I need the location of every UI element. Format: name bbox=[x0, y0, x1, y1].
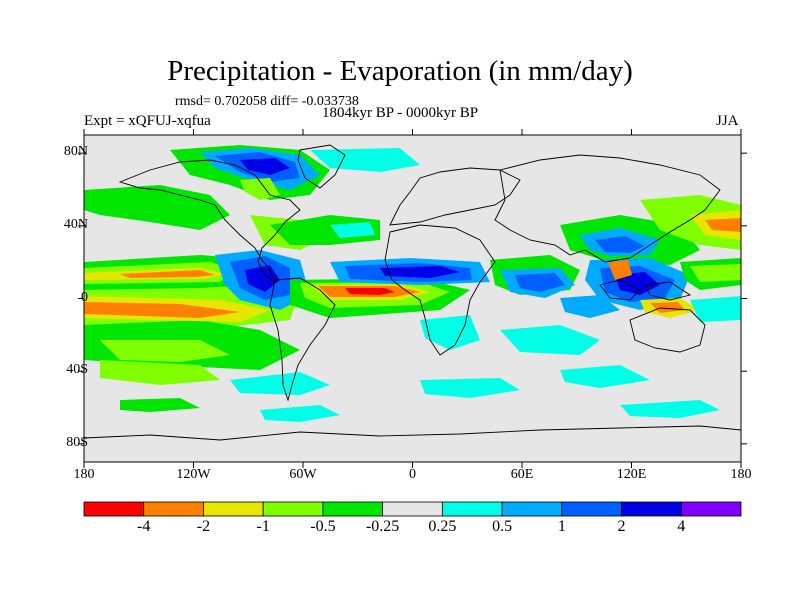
colorbar-label: -2 bbox=[196, 518, 211, 535]
colorbar-label: 2 bbox=[617, 518, 626, 535]
coastline-greenland bbox=[297, 144, 346, 189]
x-tick-label: 120W bbox=[176, 467, 211, 482]
colorbar-swatch bbox=[441, 501, 503, 517]
field-region bbox=[620, 400, 720, 418]
colorbar-swatch bbox=[382, 501, 443, 517]
field-region bbox=[240, 158, 290, 175]
colorbar-swatch bbox=[561, 501, 622, 517]
field-region bbox=[84, 302, 240, 318]
colorbar bbox=[83, 501, 742, 517]
colorbar-label: 1 bbox=[557, 518, 566, 535]
field-region bbox=[310, 148, 420, 172]
colorbar-swatch bbox=[83, 501, 145, 517]
field-region bbox=[84, 185, 230, 230]
field-region bbox=[500, 325, 600, 355]
field-region bbox=[120, 398, 200, 412]
coastline-north-america bbox=[118, 159, 301, 284]
colorbar-label: -0.25 bbox=[365, 518, 400, 535]
season-label: JJA bbox=[716, 113, 739, 129]
field-region bbox=[595, 236, 645, 253]
statistics-label: rmsd= 0.702058 diff= -0.033738 bbox=[175, 94, 359, 109]
field-region bbox=[690, 264, 741, 282]
coastline-europe bbox=[389, 167, 521, 226]
coastline-australia bbox=[629, 307, 706, 353]
coastline-asia bbox=[494, 154, 721, 263]
colorbar-swatch bbox=[322, 501, 384, 517]
x-tick-label: 0 bbox=[409, 467, 416, 482]
coastlines bbox=[84, 144, 741, 441]
field-region bbox=[100, 340, 230, 362]
field-region bbox=[650, 302, 685, 313]
x-tick-label: 60E bbox=[510, 467, 534, 482]
colorbar-swatch bbox=[680, 501, 742, 517]
field-region bbox=[515, 273, 565, 292]
colorbar-label: 0.5 bbox=[492, 518, 513, 535]
x-tick-label: 180 bbox=[730, 467, 752, 482]
field-region bbox=[330, 222, 375, 238]
x-tick-label: 60W bbox=[289, 467, 317, 482]
colorbar-swatch bbox=[203, 501, 264, 517]
colorbar-swatch bbox=[621, 501, 682, 517]
field-region bbox=[345, 288, 395, 295]
colorbar-label: -0.5 bbox=[310, 518, 336, 535]
y-tick-label: 40N bbox=[63, 216, 88, 232]
field-region bbox=[615, 272, 660, 295]
y-tick-label: 40S bbox=[66, 362, 88, 378]
field-region bbox=[690, 296, 741, 322]
coastline-africa bbox=[384, 224, 496, 356]
coastline-maritime-continent bbox=[599, 279, 692, 301]
colorbar-label: -4 bbox=[137, 518, 151, 535]
field-region bbox=[560, 365, 650, 388]
coastline-south-america bbox=[269, 277, 336, 402]
colorbar-swatch bbox=[262, 501, 324, 517]
colorbar-label: 0.25 bbox=[428, 518, 457, 535]
y-tick-label: 0 bbox=[81, 289, 88, 305]
field-region bbox=[260, 405, 340, 422]
colorbar-swatch bbox=[143, 501, 204, 517]
field-region bbox=[420, 378, 520, 398]
field-region bbox=[270, 215, 380, 245]
y-tick-label: 80N bbox=[63, 144, 88, 160]
coastline-antarctica bbox=[84, 425, 741, 441]
axis-ticks bbox=[78, 129, 747, 468]
field-region bbox=[100, 360, 220, 385]
field-region bbox=[120, 270, 215, 278]
period-label: 1804kyr BP - 0000kyr BP bbox=[322, 105, 479, 121]
chart-title: Precipitation - Evaporation (in mm/day) bbox=[167, 55, 633, 87]
colorbar-swatch bbox=[501, 501, 563, 517]
field-region bbox=[245, 265, 280, 292]
experiment-label: Expt = xQFUJ-xqfua bbox=[84, 113, 211, 129]
x-tick-label: 180 bbox=[73, 467, 95, 482]
x-tick-label: 120E bbox=[616, 467, 647, 482]
field-region bbox=[230, 372, 330, 395]
colorbar-label: 4 bbox=[677, 518, 686, 535]
colorbar-label: -1 bbox=[256, 518, 270, 535]
field-region bbox=[380, 266, 460, 278]
y-tick-label: 80S bbox=[66, 434, 88, 450]
field-region bbox=[608, 260, 632, 280]
field-region bbox=[705, 218, 741, 232]
